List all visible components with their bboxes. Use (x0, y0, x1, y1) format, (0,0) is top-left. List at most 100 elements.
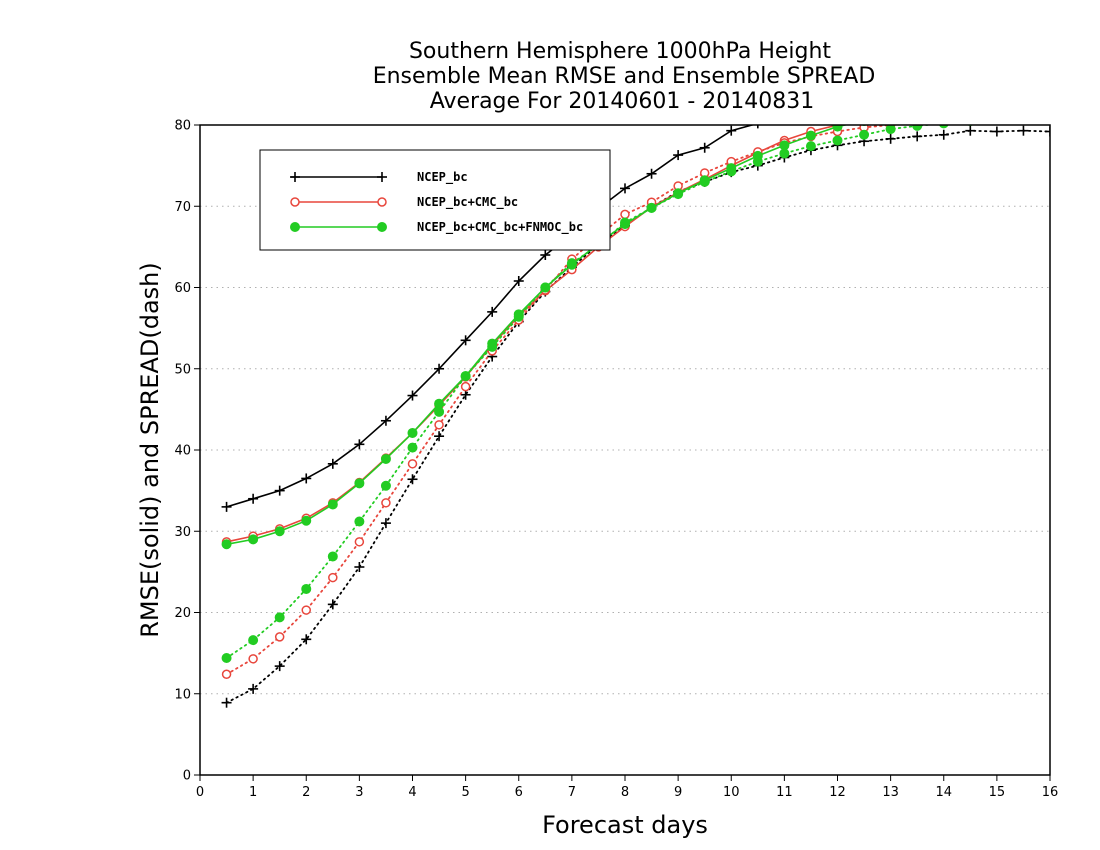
series-0-spread-point-28 (965, 125, 976, 136)
series-layer (221, 99, 1055, 708)
series-2-spread-point-31 (1046, 111, 1055, 120)
y-tick-label-10: 10 (174, 687, 191, 702)
series-0-spread-point-9 (460, 389, 471, 400)
series-2-rmse-point-31 (1046, 100, 1055, 109)
series-0-spread-point-26 (912, 131, 923, 142)
series-2-spread-point-7 (407, 442, 418, 453)
x-axis-label: Forecast days (542, 811, 708, 839)
series-0-spread-point-5 (354, 562, 365, 572)
x-tick-label-1: 1 (249, 785, 257, 800)
series-1-spread-point-28 (966, 114, 974, 122)
title-line-1: Southern Hemisphere 1000hPa Height (409, 39, 831, 64)
series-2-spread-point-9 (460, 371, 471, 382)
y-axis-label: RMSE(solid) and SPREAD(dash) (136, 262, 164, 638)
series-0-rmse-point-12 (540, 250, 551, 260)
legend-marker-right-2 (377, 222, 387, 232)
series-1-spread-point-30 (1019, 110, 1027, 118)
series-0-rmse-point-18 (699, 142, 710, 153)
series-0-rmse-point-20 (757, 125, 759, 129)
series-1-spread-line (225, 125, 901, 676)
series-2-rmse-point-3 (301, 515, 312, 526)
series-2-spread-point-29 (992, 114, 1001, 123)
series-1-spread-point-31 (1046, 109, 1054, 117)
series-2-rmse-point-23 (832, 125, 843, 132)
series-2-rmse-point-28 (966, 106, 975, 115)
series-0-rmse-point-28 (965, 104, 975, 114)
series-0-rmse-point-5 (354, 439, 365, 450)
series-2-spread-point-0 (221, 653, 232, 663)
series-1-spread-point-9 (460, 381, 471, 392)
series-2-spread-point-23 (832, 135, 843, 146)
series-1-spread-point-2 (274, 632, 285, 642)
title-line-2: Ensemble Mean RMSE and Ensemble SPREAD (373, 64, 876, 89)
series-2-spread-point-19 (726, 166, 737, 177)
series-0-rmse-point-9 (460, 335, 471, 346)
series-1-spread-point-6 (381, 498, 391, 508)
series-2-spread-point-13 (566, 258, 577, 269)
series-2-rmse-point-0 (221, 539, 232, 550)
series-2-spread-point-21 (779, 148, 790, 159)
series-0-rmse-point-10 (487, 306, 498, 317)
series-1-spread-point-0 (221, 669, 232, 679)
x-tick-label-7: 7 (568, 785, 576, 800)
series-2-spread-point-5 (354, 516, 365, 527)
series-2-rmse-point-2 (274, 526, 285, 537)
series-2-spread-point-8 (434, 406, 445, 417)
series-0-spread-point-8 (434, 431, 445, 442)
series-0-spread-point-29 (991, 126, 1002, 137)
series-2-spread-point-25 (885, 125, 896, 135)
series-1-rmse-point-29 (993, 104, 1001, 112)
series-0-rmse-point-4 (327, 458, 338, 469)
legend-label-0: NCEP_bc (417, 170, 468, 185)
series-1-spread-point-29 (993, 112, 1001, 120)
series-2-spread-point-18 (699, 176, 710, 187)
legend: NCEP_bc NCEP_bc+CMC_bc NCEP_bc+CMC_bc+FNMO… (259, 149, 611, 251)
series-2-rmse-line (226, 125, 849, 546)
series-1-rmse-point-24 (861, 125, 867, 126)
series-2-spread-point-16 (646, 202, 657, 213)
y-tick-label-60: 60 (174, 281, 191, 296)
series-2-spread-point-12 (540, 282, 551, 293)
x-tick-label-14: 14 (935, 785, 952, 800)
y-tick-label-20: 20 (174, 606, 191, 621)
legend-marker-right-0 (377, 172, 387, 182)
series-2-spread-point-28 (967, 125, 974, 126)
series-0-spread-point-25 (885, 133, 896, 144)
grid-lines (200, 205, 1050, 695)
x-tick-label-16: 16 (1042, 785, 1059, 800)
series-2-rmse-point-4 (327, 499, 338, 510)
series-2-spread-point-30 (1019, 112, 1028, 121)
series-2-rmse-point-6 (380, 453, 391, 464)
series-2-spread-point-22 (805, 141, 816, 152)
series-2-spread-point-24 (859, 129, 870, 140)
series-0-rmse-point-21 (783, 125, 786, 126)
series-2-rmse-point-1 (248, 534, 259, 545)
series-0-rmse-point-7 (407, 390, 418, 401)
series-0-rmse-point-25 (886, 109, 896, 119)
series-0-spread-point-0 (221, 697, 232, 708)
series-0-rmse-point-31 (1045, 99, 1055, 109)
series-0-spread-point-31 (1045, 126, 1050, 137)
series-2-spread-point-17 (673, 189, 684, 200)
series-0-spread-point-3 (301, 634, 312, 645)
series-2-rmse-point-29 (992, 103, 1001, 112)
series-0-spread-point-1 (248, 683, 259, 694)
series-1-spread-point-15 (620, 209, 630, 220)
x-tick-label-4: 4 (408, 785, 416, 800)
series-2-spread-line (225, 125, 937, 659)
title-line-3: Average For 20140601 - 20140831 (430, 89, 815, 114)
series-0-rmse-point-2 (274, 485, 285, 496)
series-0-spread-point-2 (274, 661, 285, 672)
series-1-rmse-point-31 (1046, 101, 1054, 109)
legend-label-1: NCEP_bc+CMC_bc (417, 195, 518, 210)
series-0-rmse-point-8 (434, 363, 445, 374)
legend-label-2: NCEP_bc+CMC_bc+FNMOC_bc (417, 220, 583, 235)
series-0-rmse-line (226, 125, 756, 508)
series-2-spread-point-15 (620, 217, 630, 228)
legend-box (259, 149, 611, 251)
series-0-rmse-point-23 (833, 112, 843, 122)
x-tick-label-0: 0 (196, 785, 204, 800)
series-2-rmse-point-5 (354, 478, 365, 489)
series-0-rmse-point-15 (620, 183, 630, 194)
